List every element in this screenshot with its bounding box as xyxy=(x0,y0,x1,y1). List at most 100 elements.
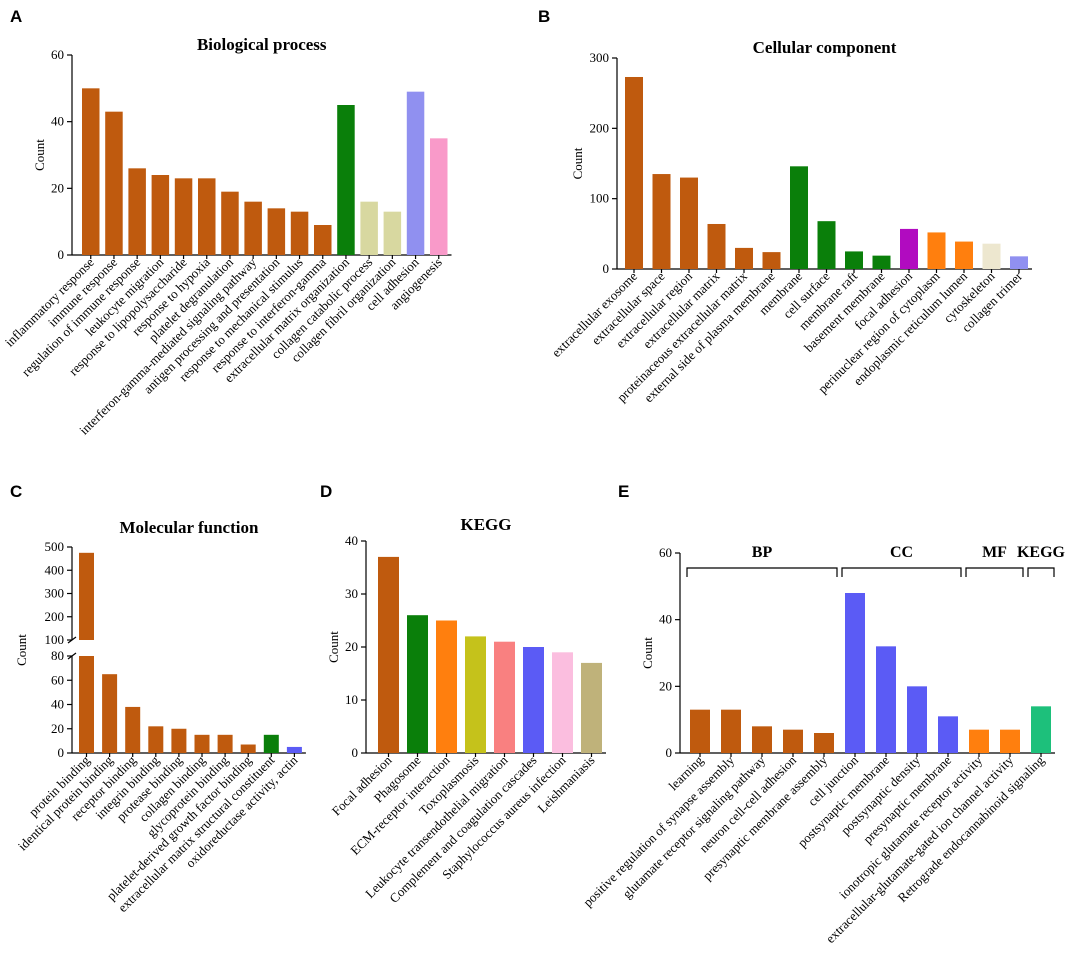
bar xyxy=(845,593,865,753)
chart-title: KEGG xyxy=(460,515,511,534)
y-tick-label: 20 xyxy=(51,721,64,736)
bar xyxy=(814,733,834,753)
group-bracket xyxy=(841,567,962,577)
bar xyxy=(436,620,457,753)
bar xyxy=(552,652,573,753)
group-label: CC xyxy=(890,544,913,561)
bar xyxy=(783,729,803,753)
bar-upper xyxy=(79,552,94,640)
bar xyxy=(652,174,671,269)
bar xyxy=(221,191,239,255)
y-tick-label: 20 xyxy=(51,180,64,195)
group-label: KEGG xyxy=(1017,544,1066,561)
bar xyxy=(845,251,863,269)
bar xyxy=(625,76,643,270)
bar xyxy=(383,211,402,255)
bar xyxy=(465,636,486,753)
y-tick-label: 20 xyxy=(659,678,672,693)
axis-break-mark xyxy=(67,652,77,660)
group-label: BP xyxy=(752,544,773,561)
y-tick-label: 300 xyxy=(590,50,610,65)
y-tick-label: 0 xyxy=(666,745,673,760)
bar xyxy=(690,709,710,753)
bar xyxy=(817,221,836,269)
group-label: MF xyxy=(982,544,1007,561)
panel-letter: A xyxy=(10,7,22,26)
bar xyxy=(752,726,772,753)
group-bracket xyxy=(1027,567,1055,577)
y-tick-label: 0 xyxy=(58,247,65,262)
panel-letter: C xyxy=(10,482,22,501)
y-axis-label: Count xyxy=(570,147,585,179)
bar xyxy=(900,228,918,269)
bar xyxy=(286,746,302,753)
chart-title: Molecular function xyxy=(119,518,259,537)
y-tick-label: 200 xyxy=(590,120,610,135)
y-tick-label: 100 xyxy=(590,191,610,206)
bar xyxy=(969,729,989,753)
y-tick-label: 40 xyxy=(345,533,358,548)
bar xyxy=(430,138,448,255)
bar xyxy=(82,88,100,255)
bar xyxy=(790,166,808,269)
y-tick-label: 20 xyxy=(345,639,358,654)
bar xyxy=(407,615,428,753)
y-tick-label: 10 xyxy=(345,692,358,707)
bar xyxy=(151,175,170,255)
bar xyxy=(876,646,896,753)
bar xyxy=(762,252,781,269)
y-tick-label: 200 xyxy=(45,609,65,624)
panel-letter: B xyxy=(538,7,550,26)
bar xyxy=(198,178,216,255)
y-tick-label: 60 xyxy=(51,47,64,62)
bar xyxy=(707,223,726,269)
axis-break-mark xyxy=(67,636,77,644)
y-axis-label: Count xyxy=(32,139,47,171)
bar xyxy=(523,647,544,753)
bar xyxy=(1010,256,1028,269)
y-tick-label: 60 xyxy=(51,672,64,687)
bar xyxy=(721,709,741,753)
bar xyxy=(735,247,753,269)
bar xyxy=(360,201,378,255)
bar xyxy=(680,177,698,269)
bar xyxy=(244,201,262,255)
y-tick-label: 400 xyxy=(45,562,65,577)
bar xyxy=(406,91,425,256)
bar xyxy=(263,734,279,753)
group-bracket xyxy=(686,567,838,577)
bar xyxy=(174,178,193,255)
bar xyxy=(314,225,332,255)
y-axis-label: Count xyxy=(14,634,29,666)
y-tick-label: 0 xyxy=(603,261,610,276)
bar xyxy=(1000,729,1020,753)
bar xyxy=(217,734,233,753)
y-tick-label: 300 xyxy=(45,586,65,601)
y-tick-label: 40 xyxy=(51,697,64,712)
y-tick-label: 80 xyxy=(51,648,64,663)
bar xyxy=(128,168,146,255)
panel-letter: D xyxy=(320,482,332,501)
bar xyxy=(148,726,164,753)
bar xyxy=(125,706,141,753)
bar xyxy=(581,662,602,753)
bar xyxy=(494,641,515,753)
y-tick-label: 0 xyxy=(352,745,359,760)
bar xyxy=(194,734,210,753)
group-bracket xyxy=(965,567,1024,577)
bar xyxy=(907,686,927,753)
bar xyxy=(79,656,94,753)
chart-title: Biological process xyxy=(197,35,327,54)
bar xyxy=(872,255,891,269)
bar xyxy=(982,243,1001,269)
bar xyxy=(240,744,256,753)
y-axis-label: Count xyxy=(326,631,341,663)
bar xyxy=(105,111,123,256)
bar xyxy=(171,728,187,753)
y-tick-label: 0 xyxy=(58,745,65,760)
